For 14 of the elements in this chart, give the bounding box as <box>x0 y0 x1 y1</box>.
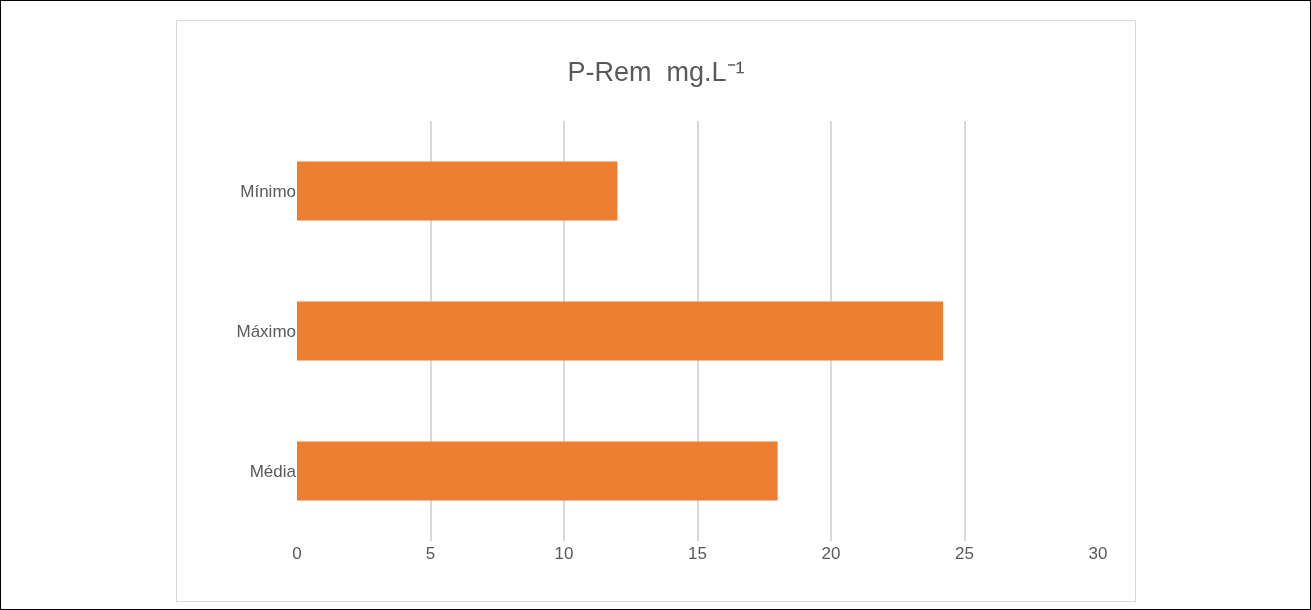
y-tick-label: Mínimo <box>240 181 296 201</box>
x-tick-label: 15 <box>688 544 707 563</box>
x-tick-label: 0 <box>292 544 302 563</box>
bar <box>297 161 618 221</box>
x-tick-label: 25 <box>955 544 974 563</box>
x-tick-label: 20 <box>821 544 841 563</box>
y-tick-label: Máximo <box>236 321 296 341</box>
y-tick-label: Média <box>249 461 297 481</box>
chart-title: P-Rem mg.L⁻¹ <box>567 56 745 87</box>
bar <box>297 441 778 501</box>
x-tick-label: 5 <box>425 544 436 563</box>
x-tick-label: 10 <box>554 544 574 563</box>
x-tick-label: 30 <box>1088 544 1108 563</box>
bar <box>297 301 944 361</box>
